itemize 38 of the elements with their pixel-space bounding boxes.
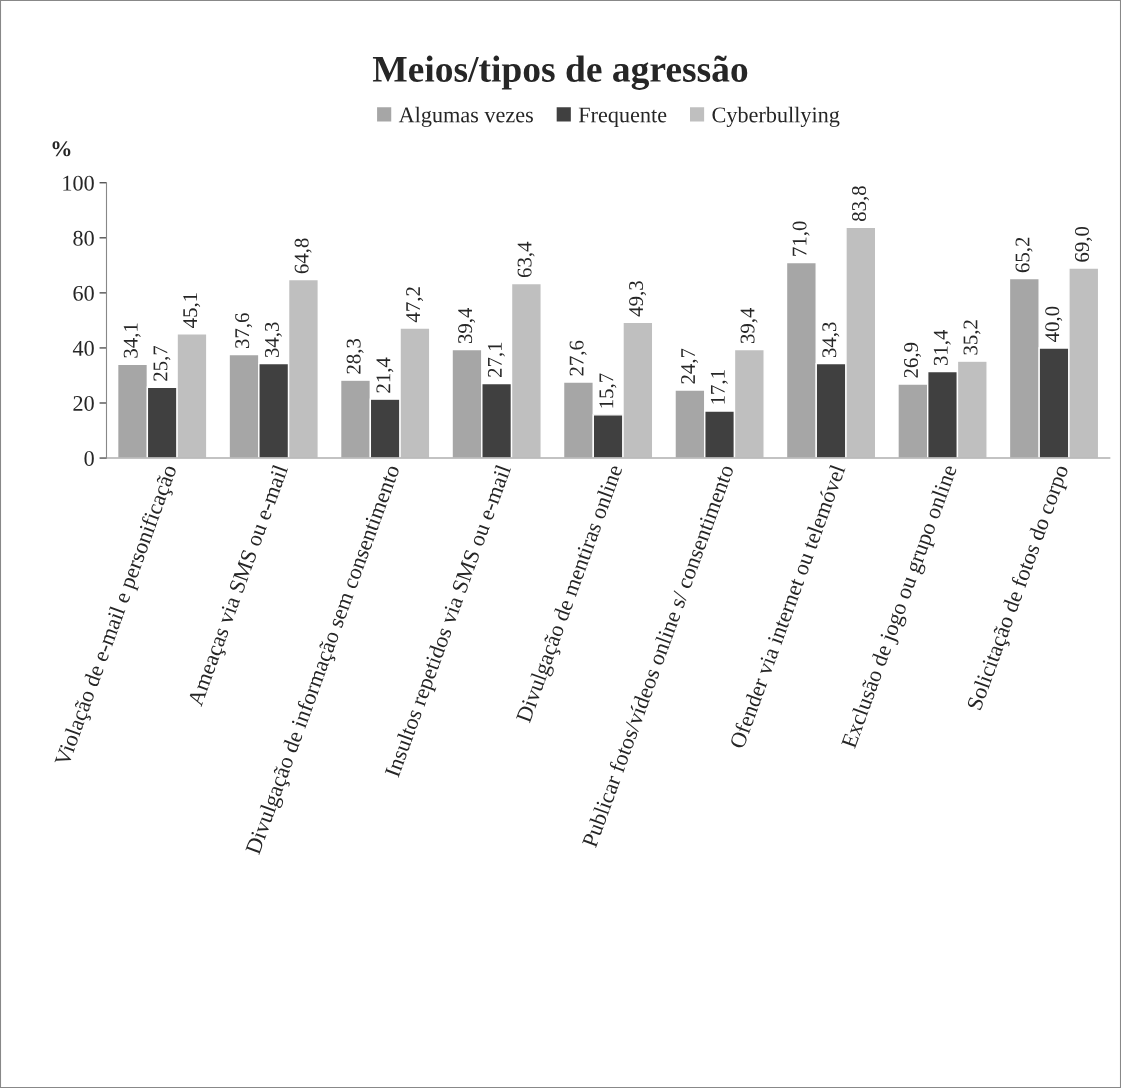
y-tick-label: 20 (73, 395, 94, 411)
data-label: 34,3 (822, 322, 840, 358)
data-label: 24,7 (681, 348, 699, 384)
data-label: 25,7 (153, 345, 171, 381)
data-label: 21,4 (376, 357, 394, 393)
y-tick-label: 80 (73, 230, 94, 246)
data-label: 15,7 (599, 373, 617, 408)
data-label: 34,3 (264, 322, 282, 358)
y-tick-label: 100 (63, 175, 94, 191)
data-label: 65,2 (1015, 237, 1033, 273)
data-label: 17,1 (710, 370, 728, 404)
y-axis-title: % (52, 141, 71, 157)
data-label: 63,4 (517, 241, 535, 278)
data-label: 34,1 (123, 323, 141, 358)
legend-label: Cyberbullying (712, 106, 840, 127)
data-label: 39,4 (740, 307, 758, 344)
data-label: 35,2 (963, 320, 981, 355)
y-tick-label: 40 (72, 340, 94, 356)
data-label: 69,0 (1074, 226, 1092, 262)
data-label: 39,4 (458, 307, 476, 344)
data-label: 45,1 (183, 293, 201, 328)
data-label: 71,0 (792, 221, 810, 256)
data-label: 64,8 (294, 238, 312, 274)
data-label: 31,4 (933, 329, 951, 366)
data-label: 27,1 (487, 342, 505, 377)
data-label: 40,0 (1045, 306, 1063, 342)
data-label: 49,3 (629, 281, 647, 317)
y-tick-label: 0 (84, 450, 94, 466)
data-label: 83,8 (851, 186, 870, 222)
data-label: 26,9 (904, 342, 922, 378)
y-tick-label: 60 (73, 285, 94, 301)
legend-label: Algumas vezes (398, 106, 533, 127)
data-label: 28,3 (346, 338, 364, 374)
data-label: 47,2 (406, 287, 424, 323)
data-label: 37,6 (235, 313, 253, 348)
chart-title: Meios/tipos de agressão (372, 55, 748, 90)
data-label: 27,6 (569, 340, 587, 376)
legend-label: Frequente (578, 107, 667, 127)
